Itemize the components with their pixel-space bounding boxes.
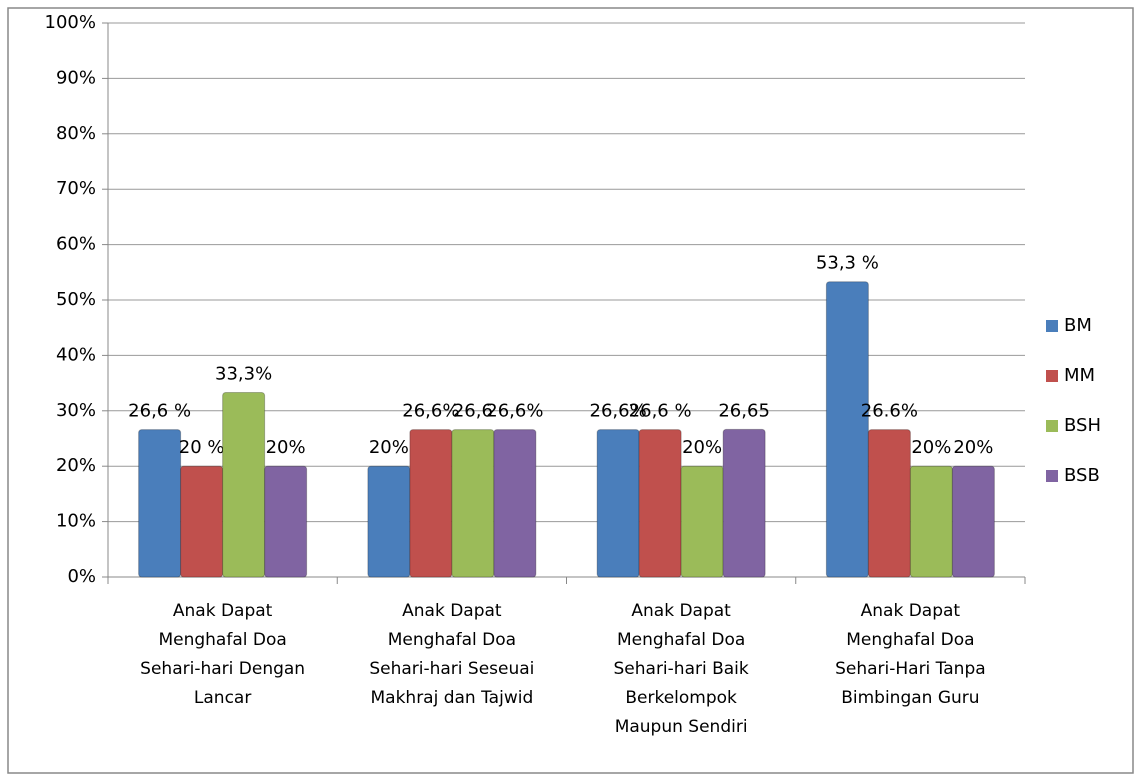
- data-label: 26,6 %: [629, 401, 692, 422]
- data-label: 20%: [911, 437, 951, 458]
- data-label: 26,6%: [486, 401, 543, 422]
- x-tick-label: Anak Dapat Menghafal Doa Sehari-Hari Tan…: [835, 601, 986, 708]
- bar: [951, 465, 995, 578]
- y-tick-label: 60%: [56, 234, 96, 255]
- x-tick-label: Anak Dapat Menghafal Doa Sehari-hari Bai…: [613, 601, 749, 737]
- data-label: 53,3 %: [816, 253, 879, 274]
- bar: [722, 428, 766, 578]
- bar: [138, 429, 182, 578]
- data-label: 33,3%: [215, 364, 272, 385]
- data-label: 26,6 %: [128, 401, 191, 422]
- data-label: 26,6%: [590, 401, 647, 422]
- data-label: 20 %: [179, 437, 225, 458]
- x-tick-label: Anak Dapat Menghafal Doa Sehari-hari Ses…: [369, 601, 535, 708]
- data-label: 20%: [266, 437, 306, 458]
- legend-label: BSB: [1064, 465, 1100, 486]
- bar: [493, 429, 537, 578]
- y-tick-label: 100%: [45, 12, 96, 33]
- chart-border: [7, 7, 1134, 774]
- legend-swatch: [1046, 420, 1058, 432]
- data-label: 20%: [953, 437, 993, 458]
- legend-swatch: [1046, 320, 1058, 332]
- bar: [367, 465, 411, 578]
- bar: [264, 465, 308, 578]
- bar: [222, 392, 266, 578]
- legend-label: MM: [1064, 365, 1095, 386]
- legend-swatch: [1046, 470, 1058, 482]
- legend-label: BM: [1064, 315, 1092, 336]
- bar: [451, 429, 495, 578]
- bar: [596, 429, 640, 578]
- data-label: 26.6%: [861, 401, 918, 422]
- data-label: 20%: [682, 437, 722, 458]
- bar: [180, 465, 224, 578]
- y-tick-label: 40%: [56, 344, 96, 365]
- y-tick-label: 30%: [56, 400, 96, 421]
- bar: [909, 465, 953, 578]
- bar: [867, 429, 911, 578]
- bar: [680, 465, 724, 578]
- data-label: 26,65: [718, 400, 770, 421]
- y-tick-label: 50%: [56, 289, 96, 310]
- legend-label: BSH: [1064, 415, 1101, 436]
- legend-swatch: [1046, 370, 1058, 382]
- x-tick-label: Anak Dapat Menghafal Doa Sehari-hari Den…: [140, 601, 306, 708]
- bar: [638, 429, 682, 578]
- y-tick-label: 20%: [56, 455, 96, 476]
- y-tick-label: 10%: [56, 511, 96, 532]
- y-tick-label: 0%: [67, 566, 96, 587]
- y-tick-label: 90%: [56, 67, 96, 88]
- data-label: 26,6%: [402, 401, 459, 422]
- bar: [825, 281, 869, 578]
- data-label: 26,6: [453, 401, 493, 422]
- y-tick-label: 80%: [56, 123, 96, 144]
- bar: [409, 429, 453, 578]
- data-label: 20%: [369, 437, 409, 458]
- y-tick-label: 70%: [56, 178, 96, 199]
